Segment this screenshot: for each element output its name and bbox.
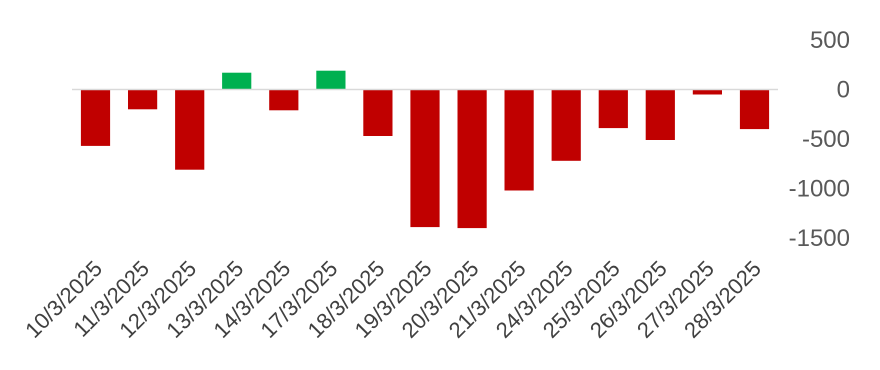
bars-group: [80, 70, 770, 229]
bar-24/3/2025: [551, 89, 581, 161]
y-tick-label: 500: [810, 27, 850, 54]
bar-11/3/2025: [128, 89, 158, 110]
bar-27/3/2025: [692, 89, 722, 95]
bar-17/3/2025: [316, 70, 346, 90]
bar-28/3/2025: [739, 89, 770, 130]
bar-19/3/2025: [410, 89, 440, 228]
bar-20/3/2025: [457, 89, 487, 229]
bar-12/3/2025: [175, 89, 205, 170]
bar-10/3/2025: [80, 89, 111, 146]
y-tick-label: -500: [802, 126, 850, 153]
bar-14/3/2025: [269, 89, 299, 111]
y-tick-label: -1500: [789, 225, 850, 252]
y-tick-label: 0: [837, 77, 850, 104]
bar-18/3/2025: [363, 89, 393, 136]
y-tick-label: -1000: [789, 176, 850, 203]
y-axis-ticks: 500 0 -500 -1000 -1500: [789, 27, 850, 252]
x-axis-ticks: 10/3/202511/3/202512/3/202513/3/202514/3…: [20, 256, 766, 343]
bar-21/3/2025: [504, 89, 534, 191]
bar-26/3/2025: [645, 89, 675, 140]
bar-25/3/2025: [598, 89, 628, 129]
bar-13/3/2025: [222, 72, 252, 90]
